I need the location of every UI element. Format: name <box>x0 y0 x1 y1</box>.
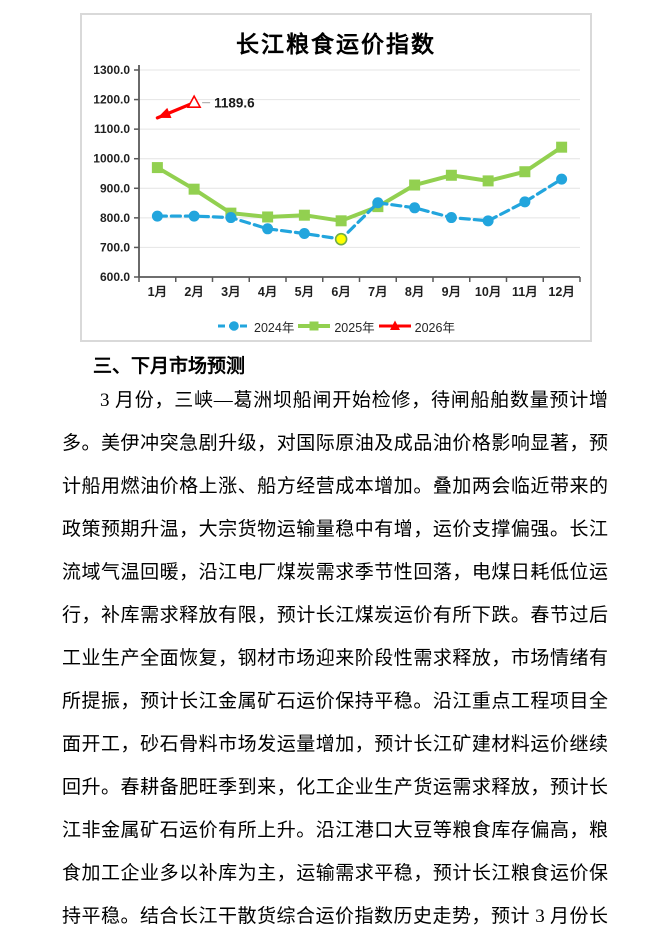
y-tick-label: 1300.0 <box>93 63 130 77</box>
x-tick-label: 1月 <box>148 285 167 299</box>
paragraph-line: 食加工企业多以补库为主，运输需求平稳，预计长江粮食运价保 <box>62 863 608 884</box>
series-2025-marker <box>151 162 163 174</box>
paragraph-line: 流域气温回暖，沿江电厂煤炭需求季节性回落，电煤日耗低位运 <box>62 562 608 583</box>
y-tick-label: 900.0 <box>100 181 130 195</box>
paragraph-line: 回升。春耕备肥旺季到来，化工企业生产货运需求释放，预计长 <box>62 777 608 798</box>
y-tick-label: 600.0 <box>100 270 130 284</box>
paragraph-line: 3 月份，三峡—葛洲坝船闸开始检修，待闸船舶数量预计增 <box>100 390 608 411</box>
paragraph-line: 面开工，砂石骨料市场发运量增加，预计长江矿建材料运价继续 <box>62 734 608 755</box>
y-tick-label: 1000.0 <box>93 152 130 166</box>
legend-marker-icon <box>378 320 411 330</box>
paragraph-line: 持平稳。结合长江干散货综合运价指数历史走势，预计 3 月份长 <box>62 906 608 927</box>
y-tick-label: 800.0 <box>100 211 130 225</box>
freight-index-chart: 长江粮食运价指数 600.0 700.0 800.0 900.0 1000.0 1100.… <box>80 13 592 342</box>
section-heading: 三、下月市场预测 <box>93 356 246 377</box>
x-tick-label: 4月 <box>258 285 277 299</box>
legend-label: 2024年 <box>254 320 295 335</box>
chart-legend: 2024年 2025年 2026年 <box>82 315 590 337</box>
series-2024-marker <box>519 196 531 208</box>
x-tick-label: 6月 <box>331 285 350 299</box>
legend-marker-icon <box>218 321 251 331</box>
paragraph-line: 政策预期升温，大宗货物运输量稳中有增，运价支撑偏强。长江 <box>62 519 608 540</box>
series-2024-marker <box>482 215 494 227</box>
series-2025-marker <box>409 179 421 191</box>
series-2025-marker <box>556 141 568 153</box>
x-tick-label: 10月 <box>475 285 501 299</box>
x-tick-label: 8月 <box>405 285 424 299</box>
x-tick-label: 12月 <box>548 285 574 299</box>
paragraph-line: 所提振，预计长江金属矿石运价保持平稳。沿江重点工程项目全 <box>62 691 608 712</box>
y-tick-label: 1200.0 <box>93 93 130 107</box>
x-tick-label: 11月 <box>512 285 538 299</box>
series-2024-marker <box>409 202 421 214</box>
x-tick-label: 2月 <box>184 285 203 299</box>
legend-label: 2025年 <box>334 320 375 335</box>
paragraph-line: 工业生产全面恢复，钢材市场迎来阶段性需求释放，市场情绪有 <box>62 648 608 669</box>
series-2024-marker <box>151 210 163 222</box>
x-tick-label: 5月 <box>295 285 314 299</box>
y-tick-label: 1100.0 <box>94 122 130 136</box>
chart-plot-svg: 600.0 700.0 800.0 900.0 1000.0 1100.0 1200.0 13… <box>93 63 581 299</box>
series-2025-marker <box>335 215 347 227</box>
paragraph-line: 多。美伊冲突急剧升级，对国际原油及成品油价格影响显著，预 <box>62 433 608 454</box>
series-2024-marker <box>372 197 384 209</box>
series-2024-marker <box>225 212 237 224</box>
series-2024-marker <box>188 210 200 222</box>
series-2025-marker <box>519 166 531 178</box>
legend-label: 2026年 <box>414 320 455 335</box>
series-2024-marker <box>334 232 348 246</box>
series-2025-marker <box>482 175 494 187</box>
paragraph-line: 行，补库需求释放有限，预计长江煤炭运价有所下跌。春节过后 <box>62 605 608 626</box>
series-2024-line <box>155 177 564 241</box>
y-tick-label: 700.0 <box>100 240 130 254</box>
x-tick-label: 9月 <box>442 285 461 299</box>
x-tick-label: 7月 <box>368 285 387 299</box>
legend-item-2025: 2025年 <box>297 317 375 336</box>
series-2024-marker <box>556 173 568 185</box>
legend-item-2026: 2026年 <box>378 317 455 336</box>
series-2024-marker <box>298 228 310 240</box>
legend-marker-icon <box>298 321 331 331</box>
legend-item-2024: 2024年 <box>217 317 294 336</box>
x-tick-label: 3月 <box>221 285 240 299</box>
series-2025-marker <box>188 183 200 195</box>
series-2024-marker <box>445 212 457 224</box>
market-forecast-paragraph: 3 月份，三峡—葛洲坝船闸开始检修，待闸船舶数量预计增多。美伊冲突急剧升级，对国… <box>62 379 608 938</box>
series-2026-arrowhead <box>157 107 172 119</box>
paragraph-line: 计船用燃油价格上涨、船方经营成本增加。叠加两会临近带来的 <box>62 476 608 497</box>
series-2024-marker <box>262 223 274 235</box>
paragraph-line: 江非金属矿石运价有所上升。沿江港口大豆等粮食库存偏高，粮 <box>62 820 608 841</box>
series-2025-marker <box>445 169 457 181</box>
series-2026-marker <box>186 94 202 108</box>
series-2025-line <box>155 145 564 223</box>
series-2025-marker <box>298 209 310 221</box>
series-2025-marker <box>262 211 274 223</box>
annotation-value: 1189.6 <box>214 96 255 111</box>
chart-title: 长江粮食运价指数 <box>236 32 436 57</box>
